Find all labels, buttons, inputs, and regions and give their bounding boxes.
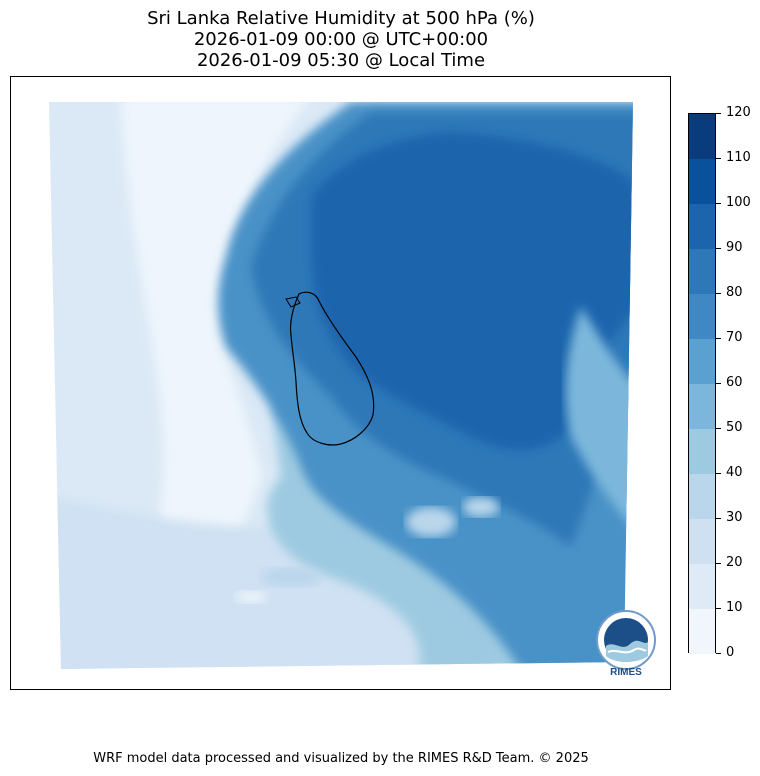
colorbar-segment xyxy=(689,609,715,654)
colorbar-tick-label: 120 xyxy=(726,105,751,120)
colorbar-segment xyxy=(689,249,715,294)
colorbar-tick xyxy=(716,383,721,384)
title-utc-time: 2026-01-09 00:00 @ UTC+00:00 xyxy=(193,29,489,50)
colorbar-tick xyxy=(716,113,721,114)
jaffna-outline xyxy=(285,296,301,308)
colorbar-tick xyxy=(716,158,721,159)
colorbar-tick xyxy=(716,563,721,564)
colorbar-segment xyxy=(689,519,715,564)
map-panel xyxy=(10,76,671,690)
colorbar xyxy=(688,113,716,654)
colorbar-segment xyxy=(689,159,715,204)
colorbar-tick-label: 0 xyxy=(726,645,735,660)
colorbar-segment xyxy=(689,294,715,339)
footer-credit: WRF model data processed and visualized … xyxy=(93,751,589,766)
colorbar-tick xyxy=(716,653,721,654)
colorbar-tick-label: 80 xyxy=(726,285,743,300)
colorbar-tick xyxy=(716,203,721,204)
colorbar-segment xyxy=(689,339,715,384)
colorbar-segment xyxy=(689,564,715,609)
colorbar-tick xyxy=(716,338,721,339)
colorbar-tick xyxy=(716,518,721,519)
sri-lanka-outline xyxy=(289,291,375,446)
colorbar-tick-label: 110 xyxy=(726,150,751,165)
title-main: Sri Lanka Relative Humidity at 500 hPa (… xyxy=(147,8,535,29)
colorbar-tick-label: 60 xyxy=(726,375,743,390)
colorbar-tick xyxy=(716,248,721,249)
humidity-field xyxy=(49,102,633,669)
colorbar-tick-label: 10 xyxy=(726,600,743,615)
colorbar-segment xyxy=(689,474,715,519)
colorbar-tick-label: 40 xyxy=(726,465,743,480)
colorbar-segment xyxy=(689,384,715,429)
colorbar-tick-label: 20 xyxy=(726,555,743,570)
colorbar-tick xyxy=(716,473,721,474)
colorbar-segment xyxy=(689,204,715,249)
colorbar-tick-label: 70 xyxy=(726,330,743,345)
title-local-time: 2026-01-09 05:30 @ Local Time xyxy=(196,50,486,71)
colorbar-segment xyxy=(689,114,715,159)
colorbar-tick xyxy=(716,293,721,294)
colorbar-tick xyxy=(716,428,721,429)
colorbar-tick-label: 30 xyxy=(726,510,743,525)
colorbar-tick-label: 90 xyxy=(726,240,743,255)
chart-title: Sri Lanka Relative Humidity at 500 hPa (… xyxy=(0,8,682,71)
colorbar-segment xyxy=(689,429,715,474)
svg-text:RIMES: RIMES xyxy=(610,667,642,678)
colorbar-tick xyxy=(716,608,721,609)
humidity-map xyxy=(49,102,633,669)
rimes-logo: RIMES xyxy=(596,610,656,678)
colorbar-tick-label: 100 xyxy=(726,195,751,210)
colorbar-tick-label: 50 xyxy=(726,420,743,435)
